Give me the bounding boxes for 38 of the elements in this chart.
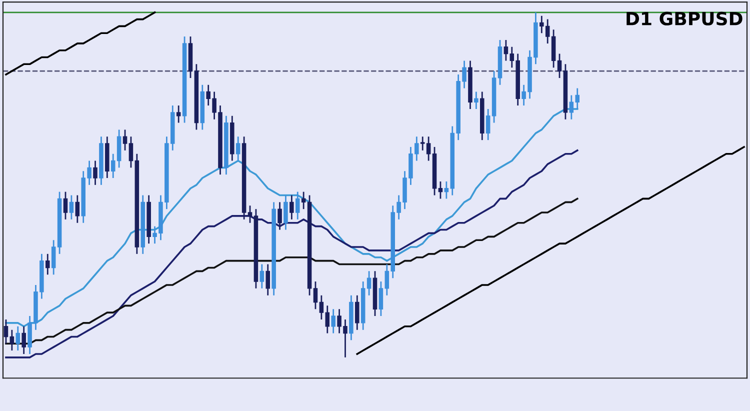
candlestick [284, 194, 288, 230]
candlestick [378, 280, 384, 317]
candlestick [366, 270, 372, 296]
candlestick [319, 294, 324, 320]
candlestick [248, 204, 252, 224]
candlestick [331, 308, 336, 334]
candlestick [22, 326, 26, 355]
candlestick [122, 129, 128, 152]
candlestick [266, 264, 270, 296]
candlestick [420, 136, 425, 152]
candlestick [10, 329, 14, 352]
candlestick [504, 39, 508, 62]
candlestick [313, 280, 318, 310]
candlestick [426, 136, 431, 162]
candlestick [290, 194, 294, 220]
chart-title: D1 GBPUSD [626, 12, 742, 26]
candlestick [110, 153, 116, 179]
candlestick [260, 264, 264, 290]
candlestick [176, 104, 181, 124]
candlestick [474, 91, 478, 110]
candlestick [4, 318, 8, 344]
candlestick [236, 136, 240, 162]
candlestick [355, 294, 360, 331]
candlestick [486, 108, 490, 141]
candlestick [301, 191, 306, 210]
candlestick [51, 239, 56, 276]
candlestick [278, 201, 282, 230]
candlestick [128, 136, 134, 168]
candlestick [63, 191, 68, 220]
candlestick [325, 304, 330, 334]
candlestick [557, 53, 562, 79]
candlestick [69, 194, 74, 220]
candlestick [46, 253, 50, 276]
candlestick [295, 191, 300, 220]
candlestick [93, 160, 98, 186]
candlestick [75, 194, 80, 224]
candlestick [16, 326, 20, 352]
candlestick [438, 180, 443, 200]
